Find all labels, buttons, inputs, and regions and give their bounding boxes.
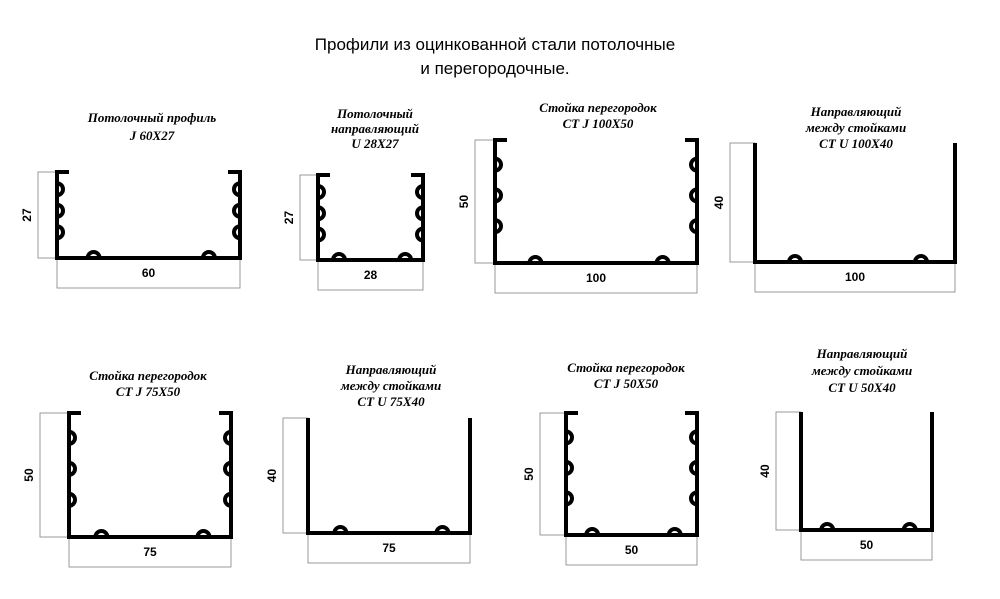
height-dimension bbox=[474, 139, 496, 264]
height-dimension bbox=[37, 171, 58, 259]
width-label: 100 bbox=[845, 270, 865, 284]
profile-name: направляющий bbox=[331, 121, 419, 136]
height-dimension bbox=[729, 142, 756, 263]
profile-name: Направляющий bbox=[345, 362, 437, 377]
title: Профили из оцинкованной стали потолочные bbox=[315, 35, 675, 54]
profile-name: CT J 100X50 bbox=[563, 116, 634, 131]
profile-name: Стойка перегородок bbox=[539, 100, 657, 115]
profile-name: CT J 50X50 bbox=[594, 376, 659, 391]
width-label: 50 bbox=[625, 543, 639, 557]
height-label: 27 bbox=[20, 208, 34, 222]
profile-name: CT U 50X40 bbox=[828, 380, 896, 395]
width-label: 28 bbox=[364, 268, 378, 282]
height-label: 40 bbox=[265, 469, 279, 483]
height-dimension bbox=[39, 412, 70, 538]
profile-name: Стойка перегородок bbox=[567, 360, 685, 375]
profile-name: Стойка перегородок bbox=[89, 368, 207, 383]
profile-name: U 28X27 bbox=[351, 136, 399, 151]
profile-name: Потолочный bbox=[336, 106, 413, 121]
height-label: 50 bbox=[522, 467, 536, 481]
profile-name: между стойками bbox=[805, 120, 906, 135]
profile-name: CT U 75X40 bbox=[357, 394, 425, 409]
profile-shape bbox=[564, 411, 699, 537]
profile-name: между стойками bbox=[340, 378, 441, 393]
height-label: 50 bbox=[22, 468, 36, 482]
height-dimension bbox=[282, 417, 309, 534]
height-label: 40 bbox=[712, 196, 726, 210]
width-label: 75 bbox=[143, 545, 157, 559]
profile-shape bbox=[316, 173, 425, 262]
profile-name: между стойками bbox=[811, 363, 912, 378]
height-label: 40 bbox=[758, 464, 772, 478]
width-label: 75 bbox=[382, 541, 396, 555]
profile-name: CT J 75X50 bbox=[116, 384, 181, 399]
height-dimension bbox=[539, 412, 567, 536]
height-dimension bbox=[299, 174, 319, 261]
profile-shape bbox=[306, 418, 472, 535]
profile-shape bbox=[67, 411, 233, 539]
title: и перегородочные. bbox=[420, 59, 569, 78]
profile-name: CT U 100X40 bbox=[819, 136, 893, 151]
profile-name: Направляющий bbox=[810, 104, 902, 119]
height-dimension bbox=[775, 411, 802, 531]
width-label: 100 bbox=[586, 271, 606, 285]
profile-name: J 60X27 bbox=[129, 128, 175, 143]
profile-shape bbox=[55, 170, 242, 260]
width-label: 60 bbox=[142, 266, 156, 280]
profile-shape bbox=[753, 143, 957, 264]
profile-shape bbox=[493, 138, 699, 265]
width-label: 50 bbox=[860, 538, 874, 552]
height-label: 50 bbox=[457, 195, 471, 209]
profile-shape bbox=[799, 412, 934, 532]
height-label: 27 bbox=[282, 211, 296, 225]
profile-name: Потолочный профиль bbox=[87, 110, 217, 125]
profile-name: Направляющий bbox=[816, 346, 908, 361]
